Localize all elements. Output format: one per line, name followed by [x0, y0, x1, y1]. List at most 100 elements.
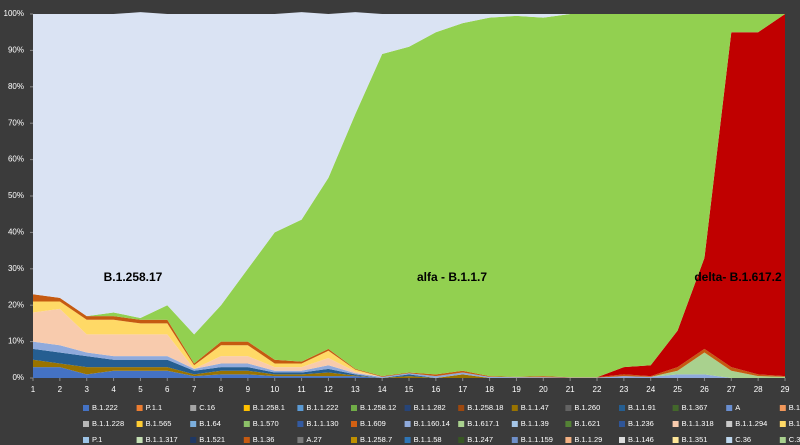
legend-swatch — [726, 421, 733, 427]
area — [33, 14, 785, 378]
legend-label: B.1.1.29 — [574, 435, 602, 444]
legend-swatch — [619, 405, 625, 411]
legend-swatch — [83, 405, 89, 411]
legend-swatch — [619, 421, 625, 427]
legend-label: B.1.1.317 — [146, 435, 178, 444]
x-tick-label: 5 — [138, 385, 143, 394]
area — [33, 308, 785, 378]
x-tick-label: 19 — [512, 385, 521, 394]
legend-swatch — [672, 437, 679, 443]
legend-label: B.1.565 — [146, 419, 172, 428]
legend-swatch — [83, 437, 89, 443]
y-tick-label: 60% — [8, 155, 24, 164]
legend-swatch — [726, 405, 733, 411]
legend-swatch — [511, 405, 518, 411]
legend-label: B.1.617.1 — [467, 419, 499, 428]
x-tick-label: 21 — [566, 385, 575, 394]
legend-swatch — [726, 437, 733, 443]
x-tick-label: 3 — [84, 385, 89, 394]
legend-swatch — [779, 437, 786, 443]
legend-label: B.1.609 — [360, 419, 386, 428]
area — [33, 12, 785, 335]
legend-swatch — [351, 437, 357, 443]
area — [33, 341, 785, 378]
area — [33, 14, 785, 378]
legend-label: B.1.1.318 — [682, 419, 714, 428]
area — [33, 367, 785, 378]
area — [33, 359, 785, 378]
x-tick-label: 27 — [727, 385, 736, 394]
x-tick-label: 7 — [192, 385, 197, 394]
legend-label: B.1.1.39 — [521, 419, 549, 428]
x-tick-label: 24 — [646, 385, 655, 394]
y-tick-label: 100% — [4, 9, 24, 18]
legend-swatch — [243, 405, 250, 411]
legend-swatch — [136, 437, 143, 443]
y-tick-label: 50% — [8, 191, 24, 200]
x-tick-label: 22 — [593, 385, 602, 394]
y-tick-label: 10% — [8, 337, 24, 346]
legend-swatch — [779, 405, 786, 411]
legend-label: B.1.1.58 — [414, 435, 442, 444]
legend-swatch — [672, 421, 679, 427]
legend-label: B.1.146 — [628, 435, 654, 444]
legend-swatch — [404, 437, 411, 443]
x-tick-label: 4 — [111, 385, 116, 394]
legend-label: A — [735, 403, 740, 412]
x-tick-label: 18 — [485, 385, 494, 394]
x-tick-label: 14 — [378, 385, 387, 394]
x-tick-label: 9 — [246, 385, 251, 394]
legend-swatch — [136, 421, 143, 427]
x-tick-label: 23 — [619, 385, 628, 394]
legend-label: B.1.1.159 — [521, 435, 553, 444]
y-tick-label: 70% — [8, 118, 24, 127]
x-tick-label: 28 — [754, 385, 763, 394]
area — [33, 348, 785, 378]
legend-swatch — [565, 437, 572, 443]
legend-label: B.1.1.222 — [306, 403, 338, 412]
legend-swatch — [297, 421, 304, 427]
legend-label: B.1.222 — [92, 403, 118, 412]
x-tick-label: 10 — [270, 385, 279, 394]
legend-label: B.1.570 — [253, 419, 279, 428]
legend-label: C.36 — [735, 435, 751, 444]
x-tick-label: 25 — [673, 385, 682, 394]
x-tick-label: 29 — [781, 385, 790, 394]
x-tick-label: 16 — [431, 385, 440, 394]
y-tick-label: 30% — [8, 264, 24, 273]
legend-label: B.1.64 — [199, 419, 221, 428]
y-tick-label: 20% — [8, 300, 24, 309]
x-tick-label: 6 — [165, 385, 170, 394]
area-label: delta- B.1.617.2 — [694, 270, 782, 284]
x-tick-label: 17 — [458, 385, 467, 394]
area-label: alfa - B.1.1.7 — [417, 270, 487, 284]
legend-swatch — [404, 405, 411, 411]
legend-swatch — [190, 421, 197, 427]
legend-label: B.1.160.14 — [414, 419, 450, 428]
legend-label: B.1.521 — [199, 435, 225, 444]
legend-label: B.1.1.47 — [521, 403, 549, 412]
legend-label: B.1.247 — [467, 435, 493, 444]
legend-swatch — [243, 421, 250, 427]
legend-label: B.1.367 — [682, 403, 708, 412]
x-tick-label: 26 — [700, 385, 709, 394]
x-tick-label: 11 — [297, 385, 306, 394]
x-tick-label: 1 — [31, 385, 36, 394]
legend-label: B.1.258.12 — [360, 403, 396, 412]
legend-label: B.1.258.18 — [467, 403, 503, 412]
legend-label: B.1.1.282 — [414, 403, 446, 412]
legend-swatch — [565, 405, 572, 411]
legend-label: B.1.258.4 — [789, 419, 800, 428]
legend-swatch — [458, 405, 465, 411]
legend-swatch — [619, 437, 625, 443]
legend-swatch — [136, 405, 143, 411]
x-tick-label: 12 — [324, 385, 333, 394]
legend-swatch — [190, 437, 197, 443]
legend-swatch — [779, 421, 786, 427]
legend-label: B.1.258.7 — [360, 435, 392, 444]
legend-label: B.1.36 — [253, 435, 275, 444]
legend-label: B.1.236 — [628, 419, 654, 428]
legend-swatch — [190, 405, 197, 411]
legend-swatch — [351, 421, 357, 427]
